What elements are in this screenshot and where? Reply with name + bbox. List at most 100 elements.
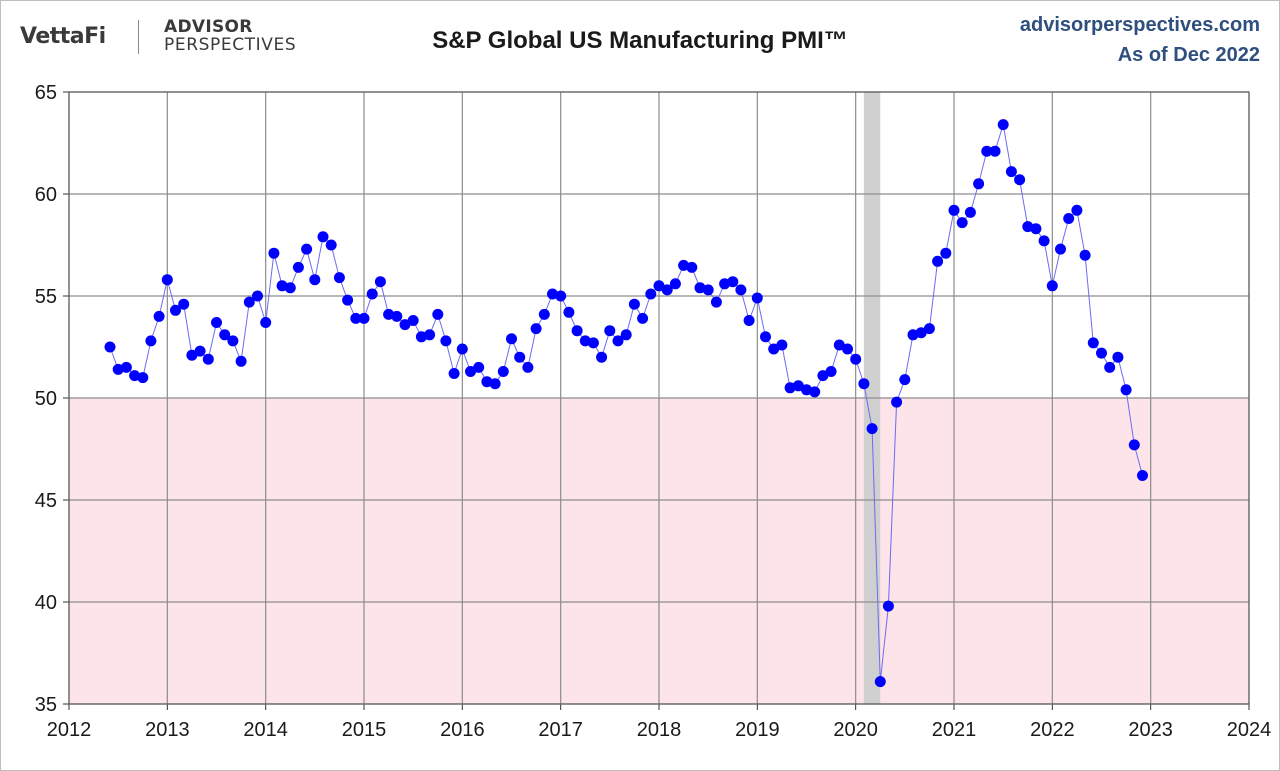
- pmi-data-point: [768, 343, 780, 355]
- pmi-data-point: [333, 272, 345, 284]
- pmi-data-point: [342, 294, 354, 306]
- pmi-data-point: [1071, 204, 1083, 216]
- y-tick-label: 60: [35, 184, 57, 206]
- advisor-logo-bottom: PERSPECTIVES: [164, 35, 297, 55]
- pmi-data-point: [161, 274, 173, 286]
- pmi-data-point: [145, 335, 157, 347]
- pmi-data-point: [407, 315, 419, 326]
- pmi-data-point: [1096, 347, 1107, 359]
- pmi-data-point: [252, 290, 263, 302]
- pmi-data-point: [170, 304, 181, 316]
- pmi-data-point: [1112, 351, 1124, 363]
- pmi-data-point: [923, 323, 935, 335]
- pmi-data-point: [366, 288, 378, 300]
- y-tick-label: 55: [35, 286, 57, 308]
- pmi-data-point: [391, 310, 403, 322]
- pmi-data-point: [448, 368, 460, 379]
- pmi-data-point: [997, 119, 1009, 131]
- pmi-data-point: [465, 366, 476, 377]
- pmi-data-point: [915, 327, 927, 339]
- pmi-data-point: [784, 382, 796, 394]
- pmi-data-point: [1079, 249, 1091, 261]
- x-tick-label: 2023: [1128, 719, 1173, 741]
- pmi-data-point: [309, 274, 321, 286]
- pmi-data-point: [661, 284, 673, 296]
- y-tick-label: 40: [35, 592, 57, 614]
- pmi-data-point: [932, 255, 944, 267]
- pmi-data-point: [219, 329, 231, 341]
- pmi-data-point: [628, 298, 640, 310]
- pmi-data-point: [186, 349, 198, 361]
- plot-area-border: [68, 91, 1250, 705]
- pmi-data-point: [1104, 361, 1116, 373]
- pmi-data-point: [374, 276, 386, 288]
- pmi-data-point: [473, 361, 485, 373]
- pmi-data-point: [292, 261, 304, 273]
- pmi-data-point: [350, 312, 362, 324]
- pmi-data-point: [202, 353, 214, 365]
- pmi-data-point: [317, 231, 329, 243]
- pmi-data-point: [882, 600, 894, 612]
- pmi-data-point: [981, 145, 993, 157]
- pmi-data-point: [243, 296, 255, 308]
- x-tick-label: 2017: [538, 719, 583, 741]
- pmi-data-point: [506, 333, 517, 345]
- pmi-data-point: [260, 317, 272, 328]
- pmi-data-point: [702, 284, 714, 296]
- pmi-data-point: [530, 323, 542, 335]
- pmi-data-point: [137, 372, 149, 384]
- pmi-data-point: [1137, 470, 1148, 481]
- pmi-data-point: [284, 282, 296, 294]
- pmi-data-point: [587, 337, 599, 349]
- pmi-data-point: [669, 278, 681, 290]
- pmi-data-point: [489, 378, 501, 390]
- x-tick-label: 2020: [833, 719, 878, 741]
- x-tick-label: 2014: [243, 719, 288, 741]
- pmi-data-point: [948, 204, 960, 216]
- pmi-data-point: [678, 259, 690, 271]
- x-tick-label: 2012: [47, 719, 92, 741]
- pmi-data-point: [276, 280, 288, 292]
- pmi-data-point: [571, 325, 583, 337]
- pmi-data-point: [858, 378, 870, 390]
- pmi-data-point: [268, 247, 280, 259]
- pmi-data-point: [1014, 174, 1026, 186]
- pmi-data-point: [743, 315, 755, 326]
- pmi-data-point: [555, 290, 567, 302]
- pmi-data-point: [710, 296, 722, 308]
- pmi-data-point: [973, 178, 985, 190]
- pmi-data-point: [686, 261, 698, 273]
- x-tick-label: 2018: [637, 719, 682, 741]
- pmi-data-point: [899, 374, 911, 386]
- pmi-data-point: [424, 329, 436, 341]
- logo-divider: [138, 20, 139, 54]
- x-tick-label: 2016: [440, 719, 485, 741]
- pmi-data-point: [1087, 337, 1099, 349]
- pmi-data-point: [825, 366, 837, 377]
- pmi-data-point: [604, 325, 616, 337]
- pmi-data-point: [522, 361, 534, 373]
- pmi-data-point: [178, 298, 190, 310]
- pmi-data-point: [645, 288, 657, 300]
- pmi-data-point: [735, 284, 747, 296]
- y-tick-label: 65: [35, 82, 57, 104]
- x-tick-label: 2021: [932, 719, 977, 741]
- pmi-data-point: [415, 331, 427, 343]
- pmi-data-point: [956, 217, 968, 229]
- pmi-data-point: [1038, 235, 1050, 247]
- pmi-data-point: [440, 335, 452, 347]
- pmi-data-point: [964, 206, 976, 218]
- y-tick-label: 50: [35, 388, 57, 410]
- x-tick-label: 2022: [1030, 719, 1075, 741]
- pmi-data-point: [817, 370, 829, 382]
- pmi-data-point: [833, 339, 845, 351]
- pmi-data-point: [891, 396, 903, 408]
- pmi-data-point: [1120, 384, 1132, 396]
- pmi-data-point: [432, 308, 444, 320]
- vettafi-logo: VettaFi: [20, 24, 106, 49]
- pmi-data-point: [547, 288, 558, 300]
- y-tick-label: 35: [35, 694, 57, 716]
- pmi-data-point: [1030, 223, 1042, 235]
- pmi-data-point: [104, 341, 116, 353]
